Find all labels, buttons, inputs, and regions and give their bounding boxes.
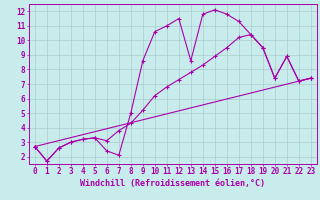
X-axis label: Windchill (Refroidissement éolien,°C): Windchill (Refroidissement éolien,°C): [80, 179, 265, 188]
